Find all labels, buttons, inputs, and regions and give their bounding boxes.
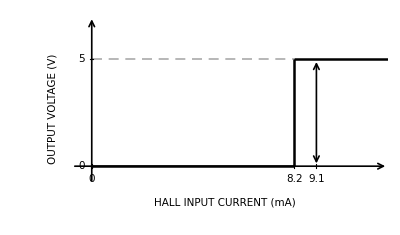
Text: 0: 0 <box>78 161 85 171</box>
Text: 0: 0 <box>88 174 95 184</box>
Text: 9.1: 9.1 <box>308 174 325 184</box>
Text: OUTPUT VOLTAGE (V): OUTPUT VOLTAGE (V) <box>47 54 57 164</box>
Text: HALL INPUT CURRENT (mA): HALL INPUT CURRENT (mA) <box>154 197 296 207</box>
Text: 5: 5 <box>78 54 85 64</box>
Text: 8.2: 8.2 <box>286 174 302 184</box>
